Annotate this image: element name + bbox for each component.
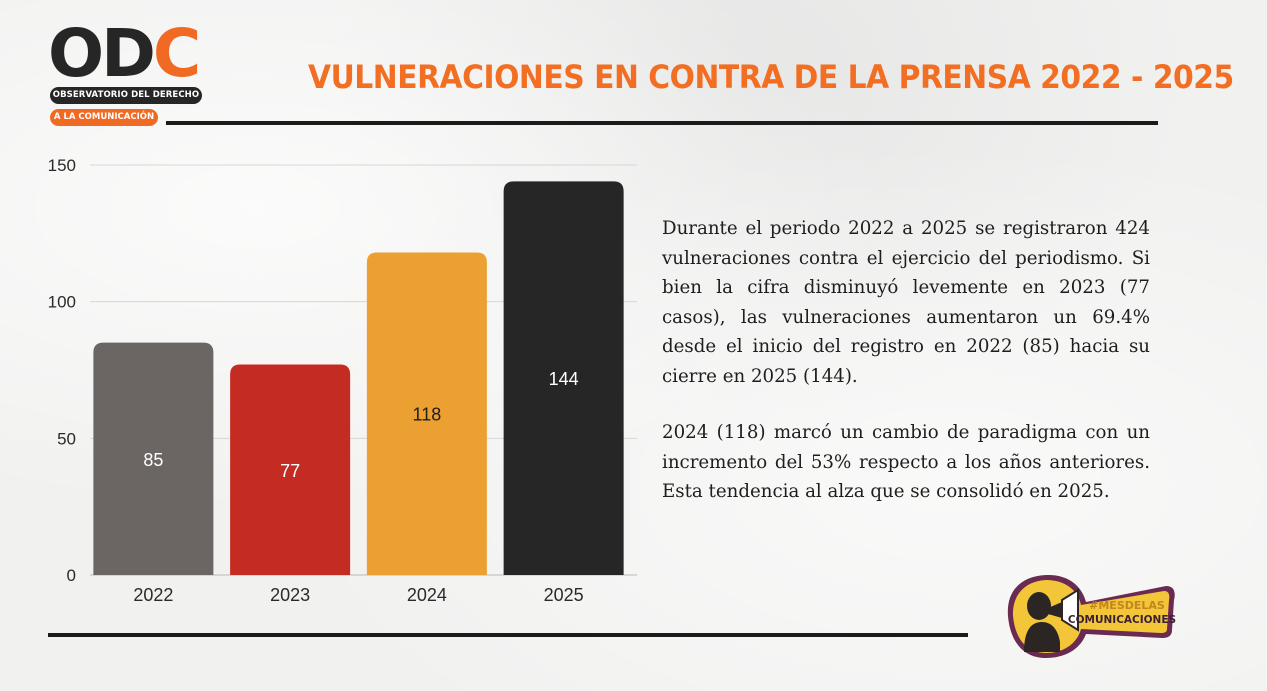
description-paragraph-2: 2024 (118) marcó un cambio de paradigma … xyxy=(662,422,1150,502)
y-tick-label: 150 xyxy=(48,156,76,175)
bar-2022 xyxy=(93,342,214,575)
y-tick-label: 0 xyxy=(67,566,76,585)
data-label-2023: 77 xyxy=(280,461,300,481)
page-title: VULNERACIONES EN CONTRA DE LA PRENSA 202… xyxy=(308,58,1234,96)
x-tick-label-2023: 2023 xyxy=(270,585,310,605)
badge-line1: #MESDELAS xyxy=(1089,599,1165,612)
badge-line2: COMUNICACIONES xyxy=(1068,614,1176,626)
logo-letters-accent: C xyxy=(152,15,201,92)
data-label-2022: 85 xyxy=(143,450,163,470)
data-label-2025: 144 xyxy=(549,369,579,389)
mes-de-las-comunicaciones-badge: #MESDELAS COMUNICACIONES xyxy=(1007,574,1176,658)
bar-chart: 0 50 100 150 85 2022 77 2023 118 2024 144 2025 xyxy=(48,156,637,605)
data-label-2024: 118 xyxy=(413,405,442,425)
top-divider xyxy=(166,121,1158,125)
label-layer: 0 50 100 150 85 2022 77 2023 118 2024 144 2025 xyxy=(48,156,584,605)
description-paragraph-1: Durante el periodo 2022 a 2025 se regist… xyxy=(662,218,1150,387)
y-tick-label: 50 xyxy=(57,429,76,448)
bar-2024 xyxy=(366,252,487,575)
logo-line2: A LA COMUNICACIÓN xyxy=(50,109,158,126)
logo-letters-dark: OD xyxy=(48,15,156,92)
bar-2023 xyxy=(230,364,351,575)
logo-line1: OBSERVATORIO DEL DERECHO xyxy=(50,87,202,104)
y-tick-label: 100 xyxy=(48,293,76,312)
logo-letters: ODC xyxy=(48,15,201,92)
megaphone-person-icon xyxy=(1024,588,1079,652)
bar-layer xyxy=(93,181,624,575)
odc-logo: ODC OBSERVATORIO DEL DERECHO A LA COMUNI… xyxy=(48,18,248,133)
x-tick-label-2025: 2025 xyxy=(544,585,584,605)
bottom-divider xyxy=(48,633,968,637)
x-tick-label-2022: 2022 xyxy=(133,585,173,605)
x-tick-label-2024: 2024 xyxy=(407,585,447,605)
bar-2025 xyxy=(503,181,624,575)
